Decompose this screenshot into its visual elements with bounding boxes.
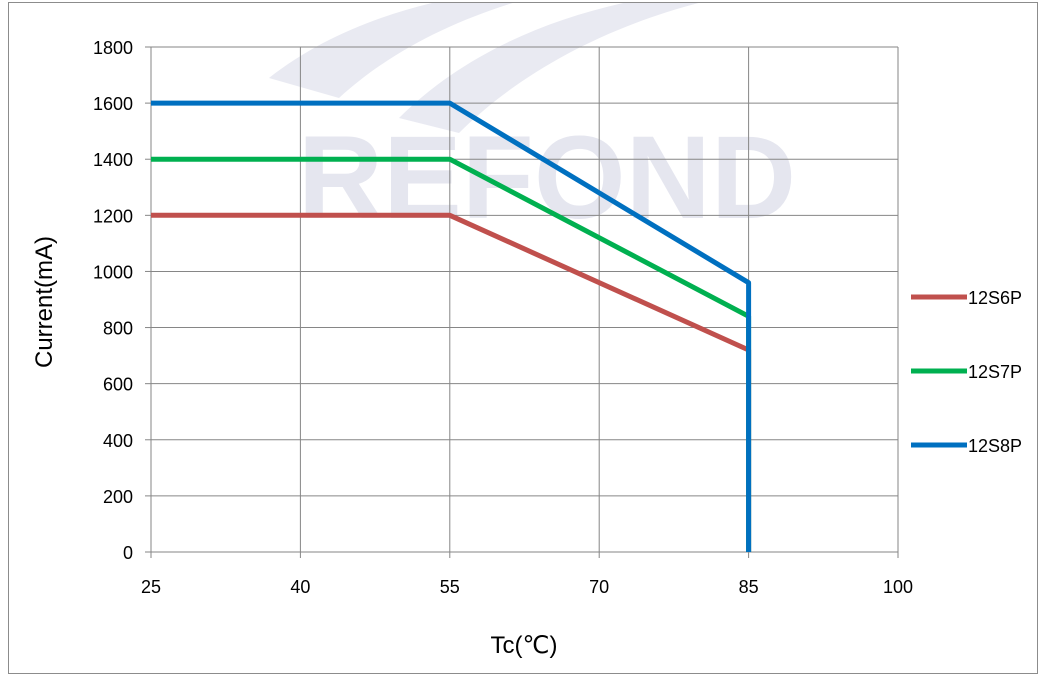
chart: REFOND 25 40 55 70 85 100 0 200 400 600 800 1000 12… xyxy=(31,3,1022,659)
legend-label-12s7p: 12S7P xyxy=(968,362,1022,382)
x-tick-label: 70 xyxy=(589,577,609,597)
y-axis-label: Current(mA) xyxy=(31,236,58,368)
x-tick-label: 100 xyxy=(883,577,913,597)
chart-frame: REFOND 25 40 55 70 85 100 0 200 400 600 800 1000 12… xyxy=(8,2,1038,674)
y-tick-label: 1400 xyxy=(93,150,133,170)
y-tick-labels: 0 200 400 600 800 1000 1200 1400 1600 1800 xyxy=(93,38,133,563)
y-tick-label: 1800 xyxy=(93,38,133,58)
x-tick-label: 85 xyxy=(739,577,759,597)
y-tick-label: 600 xyxy=(103,375,133,395)
y-tick-label: 800 xyxy=(103,319,133,339)
y-tick-label: 1000 xyxy=(93,262,133,282)
x-tick-label: 25 xyxy=(141,577,161,597)
y-tick-label: 1200 xyxy=(93,206,133,226)
y-tick-label: 200 xyxy=(103,487,133,507)
y-tick-label: 0 xyxy=(123,543,133,563)
series-line-12s8p xyxy=(151,100,752,552)
legend: 12S6P 12S7P 12S8P xyxy=(911,288,1022,456)
y-tick-label: 1600 xyxy=(93,94,133,114)
x-tick-label: 55 xyxy=(440,577,460,597)
watermark-text: REFOND xyxy=(298,112,796,244)
legend-label-12s8p: 12S8P xyxy=(968,436,1022,456)
watermark-swoosh xyxy=(269,3,513,98)
y-tick-label: 400 xyxy=(103,431,133,451)
legend-label-12s6p: 12S6P xyxy=(968,288,1022,308)
x-tick-label: 40 xyxy=(290,577,310,597)
watermark: REFOND xyxy=(269,3,796,244)
x-tick-labels: 25 40 55 70 85 100 xyxy=(141,577,913,597)
series-lines xyxy=(151,100,752,552)
x-axis-label: Tc(℃) xyxy=(491,632,558,659)
grid xyxy=(145,46,899,558)
watermark-swoosh-2 xyxy=(399,3,699,133)
